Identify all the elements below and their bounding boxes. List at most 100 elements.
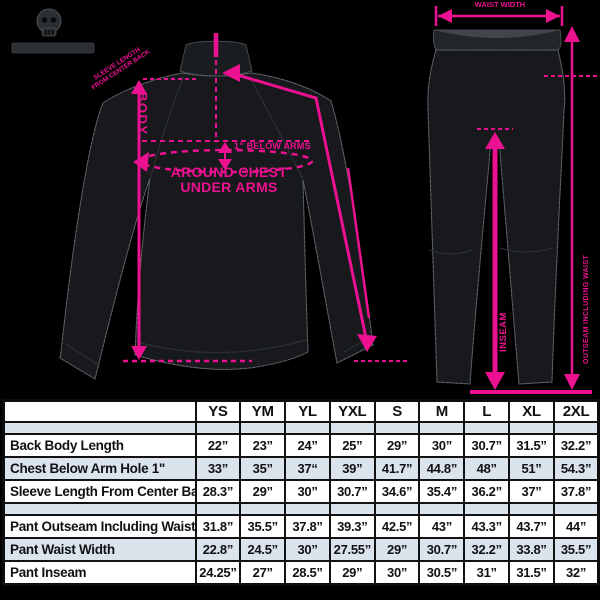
table-header-row: YS YM YL YXL S M L XL 2XL — [2, 399, 600, 423]
cell: 24” — [284, 433, 331, 458]
cell — [373, 421, 421, 435]
jacket-raglan-seam-left — [149, 75, 185, 181]
cell — [463, 502, 511, 516]
cell: 35” — [239, 456, 287, 481]
below-arms-arrowhead-down — [218, 159, 232, 170]
cell: 30.7” — [463, 433, 511, 458]
measurement-annotations — [123, 6, 599, 394]
cell — [194, 502, 242, 516]
cell: 29” — [373, 537, 421, 562]
cell: 34.6” — [373, 479, 421, 504]
cell: 39.3” — [328, 514, 376, 539]
spacer-row — [2, 502, 600, 516]
row-label: Chest Below Arm Hole 1" — [2, 456, 197, 481]
around-chest-label: AROUND CHEST UNDER ARMS — [148, 164, 310, 196]
brand-logo — [11, 8, 95, 54]
pants-knee-seam-left — [428, 249, 473, 255]
cell — [418, 421, 466, 435]
cell — [284, 502, 331, 516]
jacket-raglan-seam-right — [248, 75, 304, 180]
chest-ellipse — [138, 148, 314, 174]
body-arrowhead-up — [131, 80, 147, 94]
cell: 30.7” — [328, 479, 376, 504]
cell: 30” — [284, 479, 331, 504]
cell — [194, 421, 242, 435]
cell: 43” — [418, 514, 466, 539]
row-label: Pant Inseam — [2, 560, 197, 586]
cell — [508, 502, 555, 516]
cell: 51” — [508, 456, 555, 481]
cell: 32.2” — [463, 537, 511, 562]
sleeve-length-line-2 — [346, 167, 371, 319]
column-header-l: L — [463, 399, 511, 423]
cell: 22” — [194, 433, 242, 458]
cell: 48” — [463, 456, 511, 481]
pants-knee-seam-right — [499, 247, 554, 253]
cell — [463, 421, 511, 435]
measurement-diagram: SLEEVE LENGTH FROM CENTER BACK BODY 1” B… — [11, 0, 599, 394]
column-header-yxl: YXL — [328, 399, 376, 423]
cell: 24.5” — [239, 537, 287, 562]
cell — [328, 502, 376, 516]
column-header-s: S — [373, 399, 421, 423]
around-chest-line1: AROUND CHEST — [170, 164, 288, 180]
waist-width-label: WAIST WIDTH — [474, 0, 526, 9]
row-label: Pant Waist Width — [2, 537, 197, 562]
below-arms-label: 1” BELOW ARMS — [234, 141, 311, 151]
cell: 30” — [284, 537, 331, 562]
column-header-yl: YL — [284, 399, 331, 423]
table-row-back-body-length: Back Body Length 22” 23” 24” 25” 29” 30”… — [2, 433, 600, 458]
sleeve-length-line — [233, 72, 368, 339]
inseam-label: INSEAM — [498, 312, 509, 352]
cell: 31.5” — [508, 433, 555, 458]
sleeve-arrowhead-left — [222, 64, 240, 82]
cell — [373, 502, 421, 516]
column-header-m: M — [418, 399, 466, 423]
cell: 32.2” — [552, 433, 600, 458]
garment-diagram-svg — [11, 6, 599, 394]
cell: 29” — [239, 479, 287, 504]
outseam-arrowhead-down — [564, 374, 580, 390]
row-label: Pant Outseam Including Waist — [2, 514, 197, 539]
cell: 35.5” — [552, 537, 600, 562]
cell: 37“ — [284, 456, 331, 481]
cell: 27.55” — [328, 537, 376, 562]
cell — [2, 421, 197, 435]
cell: 29” — [373, 433, 421, 458]
cell: 44” — [552, 514, 600, 539]
chest-arrowhead-left — [133, 152, 149, 172]
cell — [239, 502, 287, 516]
cell — [2, 502, 197, 516]
body-arrowhead-down — [131, 346, 147, 360]
column-header-xl: XL — [508, 399, 555, 423]
cell: 37” — [508, 479, 555, 504]
cell: 23” — [239, 433, 287, 458]
cell: 29” — [328, 560, 376, 586]
cell: 31.8” — [194, 514, 242, 539]
cell: 43.7” — [508, 514, 555, 539]
cell: 30” — [418, 433, 466, 458]
cell — [552, 421, 600, 435]
cell: 44.8” — [418, 456, 466, 481]
cell: 24.25” — [194, 560, 242, 586]
cell: 35.4” — [418, 479, 466, 504]
column-header-ys: YS — [194, 399, 242, 423]
spacer-row — [2, 421, 600, 435]
table-row-sleeve-length: Sleeve Length From Center Back 28.3” 29”… — [2, 479, 600, 504]
table-row-pant-outseam: Pant Outseam Including Waist 31.8” 35.5”… — [2, 514, 600, 539]
cell: 30.5” — [418, 560, 466, 586]
cell: 30.7” — [418, 537, 466, 562]
cell — [552, 502, 600, 516]
cell: 33” — [194, 456, 242, 481]
inseam-arrowhead-down — [485, 372, 505, 390]
cell: 36.2” — [463, 479, 511, 504]
jacket-edge-highlight — [59, 72, 374, 380]
cell: 42.5” — [373, 514, 421, 539]
cell: 30” — [373, 560, 421, 586]
jacket-hem-seam — [136, 339, 307, 354]
brand-wordmark — [11, 42, 95, 54]
around-chest-line2: UNDER ARMS — [180, 179, 278, 196]
cell: 37.8” — [284, 514, 331, 539]
cell: 31” — [463, 560, 511, 586]
